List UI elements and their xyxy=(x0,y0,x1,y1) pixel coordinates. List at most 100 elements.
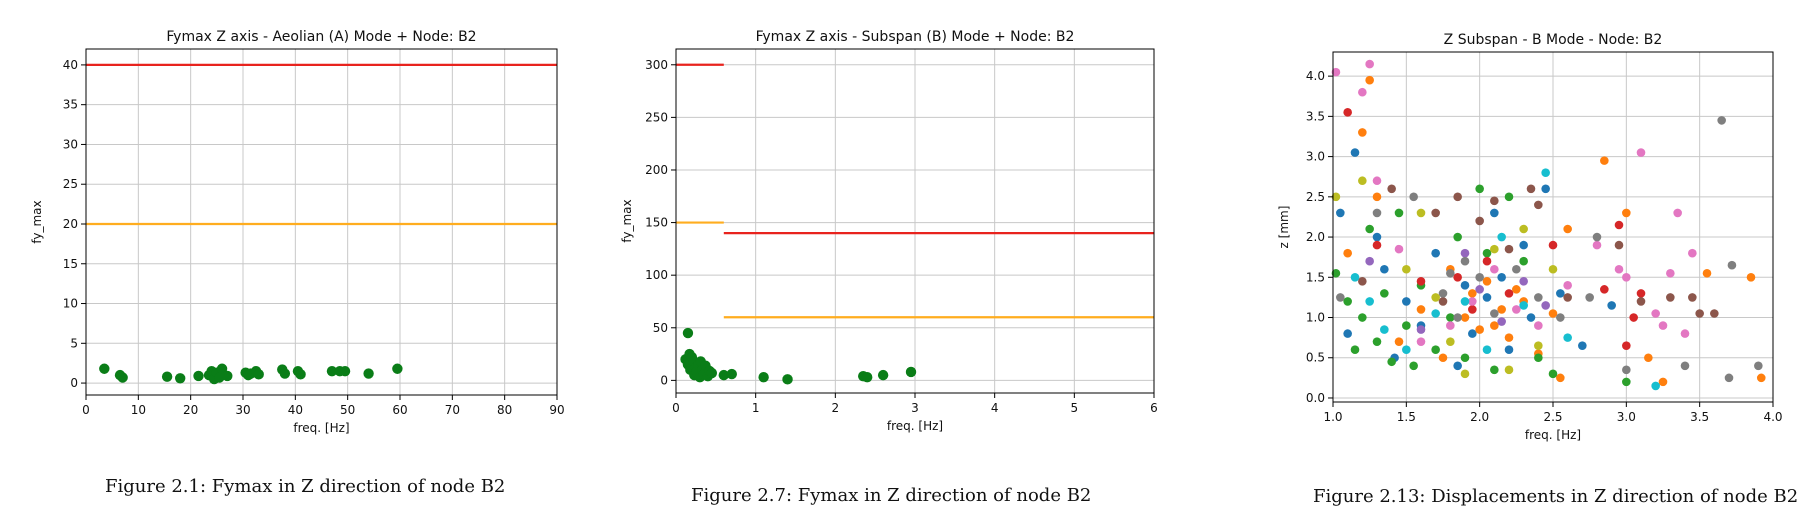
data-point xyxy=(1380,325,1389,334)
x-tick-label: 0 xyxy=(82,403,90,417)
data-point xyxy=(1556,313,1565,322)
data-point xyxy=(214,372,225,383)
data-point xyxy=(1365,224,1374,234)
data-point xyxy=(1651,381,1660,391)
data-point xyxy=(1519,240,1528,250)
chart-subspan-fymax: 0 1 2 3 4 5 6 0 50 100 150 200 250 300 Fymax Z axis - … xyxy=(620,29,1158,433)
data-point xyxy=(1512,305,1521,314)
x-tick-label: 5 xyxy=(1071,401,1079,415)
x-tick-label: 2.5 xyxy=(1543,410,1562,424)
data-point xyxy=(1438,353,1448,363)
data-point xyxy=(279,368,291,379)
data-point xyxy=(1644,353,1653,363)
chart-title: Fymax Z axis - Aeolian (A) Mode + Node: … xyxy=(166,29,476,45)
data-point xyxy=(1636,148,1646,157)
data-point xyxy=(1497,232,1506,242)
data-point xyxy=(1490,365,1499,375)
data-point xyxy=(1468,305,1477,314)
data-point xyxy=(1490,264,1499,274)
data-point xyxy=(1592,240,1602,250)
data-point xyxy=(1482,248,1492,258)
data-point xyxy=(1402,321,1411,330)
x-tick-label: 70 xyxy=(445,403,460,417)
data-point xyxy=(1504,365,1514,375)
data-point xyxy=(1563,333,1572,342)
data-point xyxy=(1658,321,1668,330)
data-point xyxy=(1563,281,1572,290)
x-tick-label: 10 xyxy=(131,403,146,417)
data-point xyxy=(222,370,233,382)
data-point xyxy=(1622,208,1631,218)
data-point xyxy=(1416,305,1426,314)
y-tick-label: 200 xyxy=(645,163,668,177)
data-point xyxy=(1534,321,1543,330)
data-point xyxy=(1336,208,1345,218)
data-point xyxy=(1754,361,1763,371)
y-tick-label: 2.0 xyxy=(1306,230,1325,244)
y-tick-label: 30 xyxy=(63,137,78,151)
data-point xyxy=(1350,345,1360,355)
y-tick-label: 3.0 xyxy=(1306,150,1325,164)
data-point xyxy=(1534,200,1543,210)
data-point xyxy=(1402,345,1411,355)
data-point xyxy=(253,369,264,380)
y-tick-label: 1.5 xyxy=(1306,270,1325,284)
data-point xyxy=(161,371,173,382)
x-axis-label: freq. [Hz] xyxy=(1525,428,1581,442)
x-tick-label: 4 xyxy=(991,401,999,415)
data-point xyxy=(1548,309,1558,318)
data-point xyxy=(1416,208,1426,218)
data-point xyxy=(1431,208,1440,218)
data-point xyxy=(1350,148,1360,157)
data-point xyxy=(1497,272,1506,282)
data-point xyxy=(1380,264,1389,274)
data-point xyxy=(1331,67,1341,77)
data-point xyxy=(1519,256,1528,266)
chart-panel-3: 1.0 1.5 2.0 2.5 3.0 3.5 4.0 0.0 0.5 1.0 1.5 2.0 2.5 3… xyxy=(1180,0,1810,523)
data-point xyxy=(1416,325,1426,334)
data-point xyxy=(1548,369,1558,379)
data-point xyxy=(1746,272,1756,282)
data-point xyxy=(1409,361,1418,371)
x-tick-label: 50 xyxy=(340,403,355,417)
data-point xyxy=(1688,248,1697,258)
data-point xyxy=(1343,108,1352,117)
data-point xyxy=(1519,277,1528,286)
data-point xyxy=(1727,260,1737,270)
data-point xyxy=(1468,329,1477,338)
data-point xyxy=(1526,313,1536,322)
data-point xyxy=(1541,184,1550,194)
data-point xyxy=(1438,297,1448,306)
data-point xyxy=(1446,337,1455,346)
x-tick-label: 1.0 xyxy=(1323,410,1342,424)
data-point xyxy=(1343,297,1352,306)
data-point xyxy=(1526,184,1536,194)
data-point xyxy=(1372,208,1382,218)
chart-title: Z Subspan - B Mode - Node: B2 xyxy=(1444,32,1663,48)
data-point xyxy=(726,368,737,380)
x-axis-label: freq. [Hz] xyxy=(887,419,943,433)
y-tick-label: 50 xyxy=(653,321,668,335)
data-point xyxy=(1416,277,1426,286)
data-point xyxy=(1534,293,1543,302)
data-point xyxy=(1504,192,1514,202)
data-point xyxy=(1695,309,1704,318)
data-point xyxy=(1372,176,1382,186)
data-point xyxy=(1475,285,1484,294)
data-point xyxy=(1372,192,1382,202)
x-tick-label: 60 xyxy=(392,403,407,417)
caption-figure-2-1: Figure 2.1: Fymax in Z direction of node… xyxy=(105,476,506,497)
data-point xyxy=(1702,268,1712,278)
data-point xyxy=(706,367,718,379)
y-tick-label: 0 xyxy=(660,373,668,387)
y-tick-label: 100 xyxy=(645,268,668,282)
data-point xyxy=(1460,256,1470,266)
x-axis-label: freq. [Hz] xyxy=(293,421,349,435)
chart-panel-1: 0 10 20 30 40 50 60 70 80 90 0 5 10 15 20 25 30 35 40 Fymax… xyxy=(0,0,590,523)
data-point xyxy=(1490,196,1499,206)
data-point xyxy=(1431,345,1440,355)
data-point xyxy=(1600,156,1609,165)
data-point xyxy=(1475,272,1484,282)
data-point xyxy=(1460,369,1470,379)
y-tick-label: 2.5 xyxy=(1306,190,1325,204)
